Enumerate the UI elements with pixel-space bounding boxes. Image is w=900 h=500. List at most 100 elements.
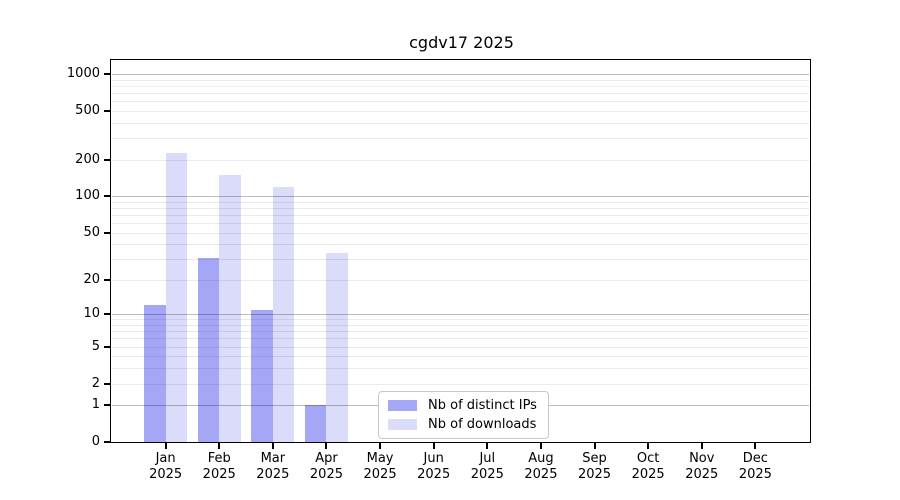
y-tick-label: 5 (91, 338, 100, 354)
x-tick-month: May (366, 451, 394, 466)
legend-label-downloads: Nb of downloads (428, 417, 537, 432)
x-tick-mark (647, 443, 650, 449)
x-tick-month: Nov (689, 451, 715, 466)
x-tick-mark (539, 443, 542, 449)
x-tick-month: Jan (155, 451, 176, 466)
y-tick-label: 0 (91, 434, 100, 449)
x-tick-label: Dec 2025 (723, 451, 787, 483)
x-tick-month: Mar (260, 451, 286, 466)
gridline-minor (112, 123, 809, 125)
y-tick-label: 20 (83, 271, 100, 287)
y-tick-mark (104, 313, 110, 316)
y-tick-mark (104, 231, 110, 234)
x-tick-month: Jul (479, 451, 496, 466)
bar-downloads (165, 153, 188, 442)
x-tick-mark (325, 443, 328, 449)
gridline-minor (112, 338, 809, 340)
gridline-minor (112, 101, 809, 103)
legend-swatch-downloads (388, 419, 417, 430)
gridline-minor (112, 368, 809, 370)
x-tick-month: Jun (423, 451, 444, 466)
y-tick-mark (104, 110, 110, 113)
bar-distinct-ips (197, 257, 220, 442)
x-tick-mark (218, 443, 221, 449)
x-tick-year: 2025 (524, 467, 558, 482)
legend-swatch-distinct-ips (388, 400, 417, 411)
gridline-minor (112, 223, 809, 225)
x-tick-year: 2025 (256, 467, 290, 482)
gridline-minor (112, 244, 809, 246)
x-tick-mark (754, 443, 757, 449)
gridline-minor (112, 215, 809, 217)
x-tick-year: 2025 (309, 467, 343, 482)
y-tick-label: 50 (83, 224, 100, 240)
gridline-minor (112, 325, 809, 327)
legend: Nb of distinct IPs Nb of downloads (378, 391, 549, 439)
x-tick-label: Mar 2025 (241, 451, 305, 483)
y-tick-label: 200 (75, 151, 100, 167)
x-tick-month: Aug (528, 451, 554, 466)
gridline-major (112, 314, 809, 316)
gridline-minor (112, 319, 809, 321)
x-tick-label: Aug 2025 (509, 451, 573, 483)
x-tick-mark (432, 443, 435, 449)
x-tick-label: Jun 2025 (402, 451, 466, 483)
gridline-minor (112, 259, 809, 261)
y-tick-mark (104, 382, 110, 385)
x-tick-year: 2025 (470, 467, 504, 482)
gridline-minor (112, 331, 809, 333)
y-tick-label: 500 (75, 103, 100, 119)
x-tick-year: 2025 (577, 467, 612, 482)
y-tick-mark (104, 73, 110, 76)
gridline-minor (112, 383, 809, 385)
x-tick-year: 2025 (417, 467, 451, 482)
x-tick-label: Apr 2025 (294, 451, 358, 483)
y-tick-mark (104, 278, 110, 281)
bar-downloads (219, 174, 241, 442)
y-tick-mark (104, 195, 110, 198)
x-tick-month: Feb (207, 451, 231, 466)
gridline-minor (112, 232, 809, 234)
y-tick-mark (104, 158, 110, 161)
x-tick-mark (700, 443, 703, 449)
x-tick-label: Jul 2025 (455, 451, 519, 483)
x-tick-year: 2025 (631, 467, 665, 482)
legend-item-downloads: Nb of downloads (388, 417, 537, 432)
gridline-minor (112, 346, 809, 348)
gridline-major (112, 196, 809, 198)
bar-distinct-ips (305, 405, 327, 442)
y-tick-mark (104, 345, 110, 348)
x-tick-label: May 2025 (348, 451, 412, 483)
bar-downloads (326, 252, 348, 442)
bar-distinct-ips (144, 305, 166, 442)
gridline-minor (112, 93, 809, 95)
gridline-minor (112, 111, 809, 113)
x-tick-year: 2025 (202, 467, 236, 482)
x-tick-mark (379, 443, 382, 449)
x-tick-year: 2025 (363, 467, 397, 482)
gridline-minor (112, 86, 809, 88)
x-tick-year: 2025 (738, 467, 772, 482)
x-tick-label: Oct 2025 (616, 451, 680, 483)
gridline-minor (112, 138, 809, 140)
x-tick-label: Nov 2025 (670, 451, 734, 483)
y-tick-mark (104, 404, 110, 407)
x-tick-label: Feb 2025 (187, 451, 251, 483)
y-tick-label: 2 (91, 375, 100, 391)
gridline-minor (112, 208, 809, 210)
legend-item-distinct-ips: Nb of distinct IPs (388, 398, 537, 413)
y-tick-label: 1 (91, 397, 100, 413)
y-tick-label: 1000 (66, 66, 100, 82)
gridline-minor (112, 279, 809, 281)
gridline-major (112, 74, 809, 76)
x-tick-year: 2025 (685, 467, 719, 482)
x-tick-month: Apr (315, 451, 338, 466)
x-tick-month: Dec (742, 451, 768, 466)
gridline-minor (112, 356, 809, 358)
legend-label-distinct-ips: Nb of distinct IPs (428, 398, 537, 413)
gridline-minor (112, 159, 809, 161)
y-tick-label: 10 (83, 306, 100, 322)
y-tick-label: 100 (75, 188, 100, 204)
x-tick-mark (271, 443, 274, 449)
